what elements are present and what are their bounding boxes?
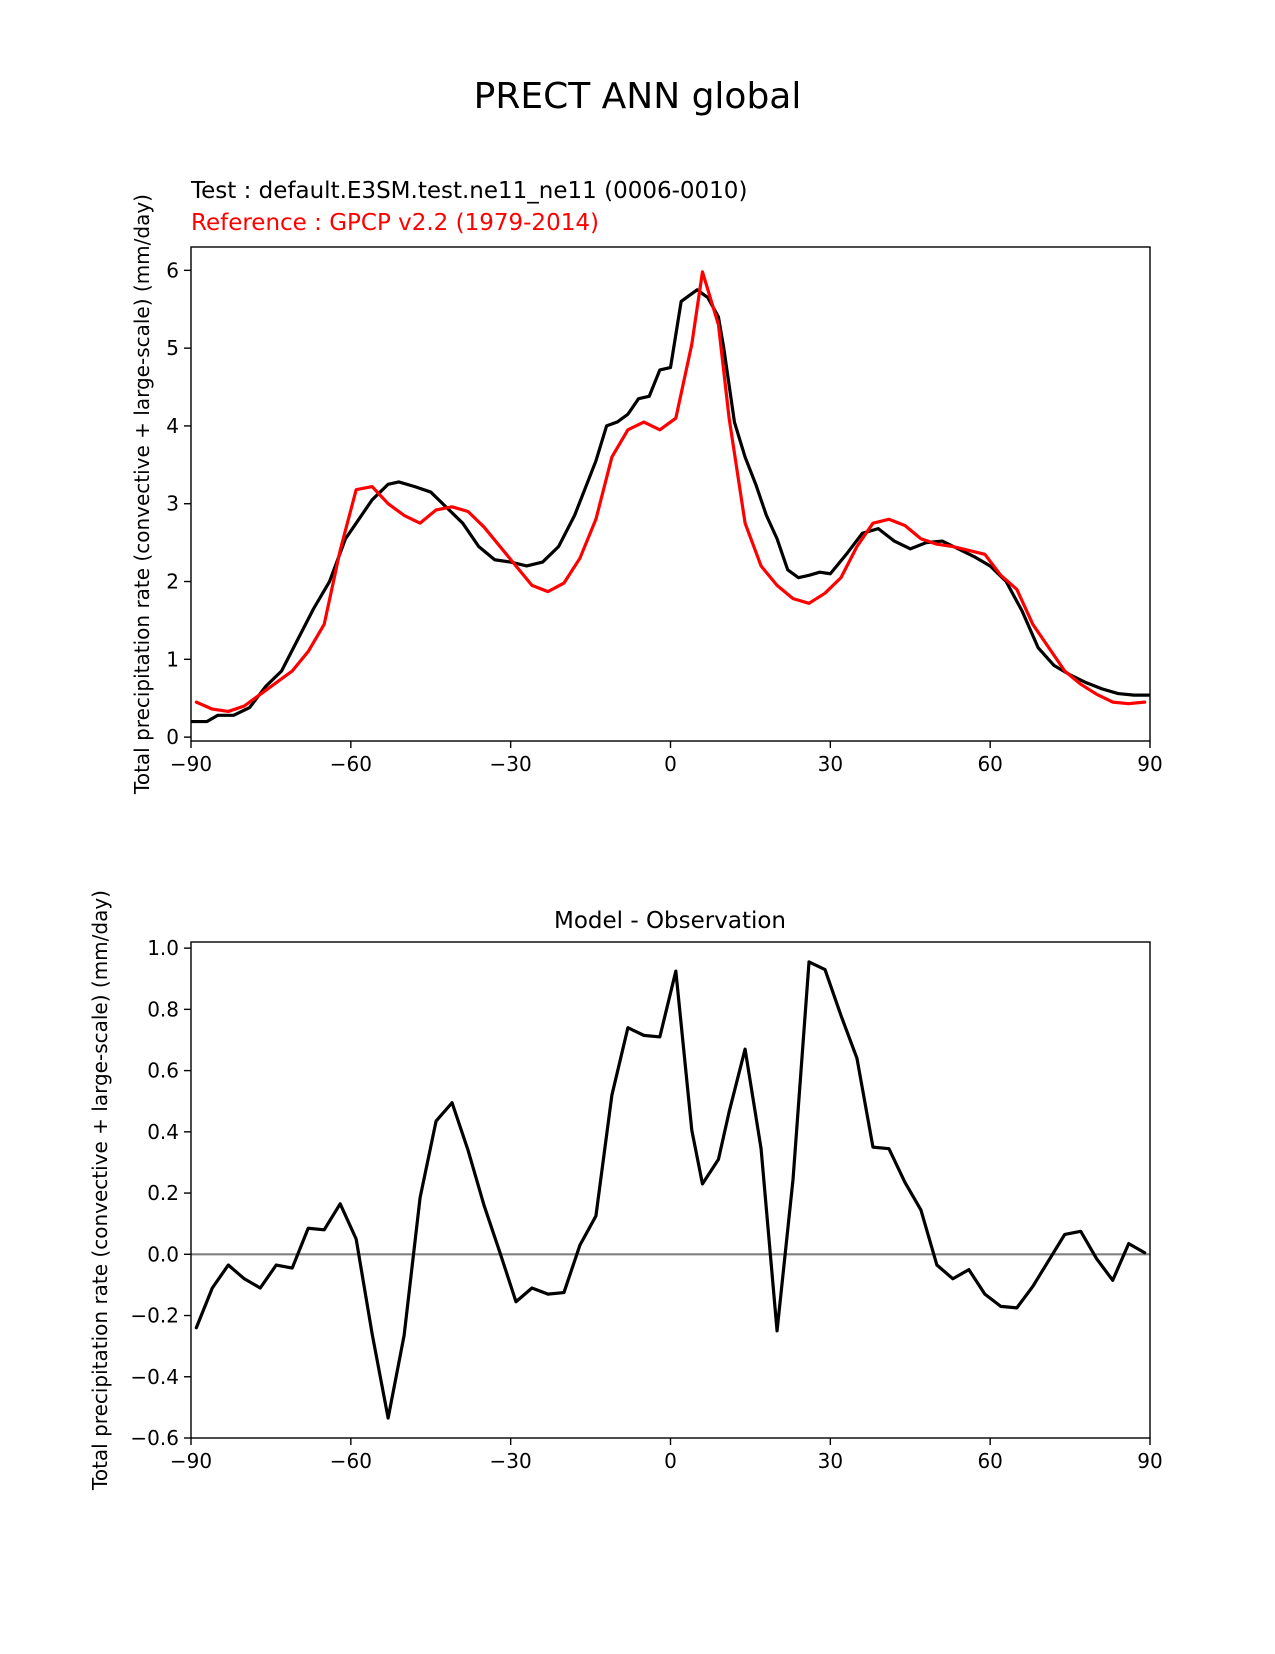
bottom-tick-group: −90 −60 −30 0 30 60 90 −0.6 −0.4 −0.2 0.0 0.2 0.4 0.6… — [130, 936, 1162, 1473]
bottom-y-tick-label: 1.0 — [147, 936, 179, 960]
top-plot-area — [191, 270, 1150, 724]
top-reference-series-line — [194, 270, 1147, 714]
bottom-plot-area — [191, 960, 1150, 1420]
top-x-tick-label: 90 — [1137, 752, 1162, 776]
top-y-axis-label: Total precipitation rate (convective + l… — [130, 194, 154, 795]
top-x-tick-label: −60 — [330, 752, 372, 776]
top-y-tick-label: 2 — [166, 570, 179, 594]
bottom-difference-series-line — [194, 960, 1147, 1420]
bottom-y-tick-label: 0.8 — [147, 997, 179, 1021]
top-y-tick-label: 1 — [166, 647, 179, 671]
bottom-x-tick-label: −60 — [330, 1449, 372, 1473]
top-y-tick-label: 3 — [166, 492, 179, 516]
top-test-series-line — [191, 288, 1150, 724]
top-x-tick-label: 30 — [818, 752, 843, 776]
top-axes-frame — [190, 246, 1151, 742]
test-legend-label: Test : default.E3SM.test.ne11_ne11 (0006… — [190, 178, 747, 204]
bottom-y-tick-label: 0.0 — [147, 1242, 179, 1266]
bottom-y-tick-label: 0.2 — [147, 1181, 179, 1205]
bottom-y-tick-label: −0.4 — [130, 1365, 179, 1389]
bottom-axes-frame — [190, 941, 1151, 1439]
bottom-y-tick-label: −0.2 — [130, 1304, 179, 1328]
figure-title: PRECT ANN global — [474, 76, 802, 117]
bottom-y-tick-label: −0.6 — [130, 1426, 179, 1450]
bottom-chart-title: Model - Observation — [554, 908, 786, 934]
top-y-tick-label: 0 — [166, 725, 179, 749]
bottom-x-tick-label: 0 — [664, 1449, 677, 1473]
top-tick-group: −90 −60 −30 0 30 60 90 0 1 2 3 4 5 6 — [166, 258, 1162, 776]
top-x-tick-label: −30 — [490, 752, 532, 776]
bottom-y-tick-label: 0.6 — [147, 1059, 179, 1083]
reference-legend-label: Reference : GPCP v2.2 (1979-2014) — [191, 210, 599, 236]
bottom-x-tick-label: −30 — [490, 1449, 532, 1473]
top-x-tick-label: 60 — [977, 752, 1002, 776]
top-y-tick-label: 6 — [166, 258, 179, 282]
bottom-x-tick-label: 30 — [818, 1449, 843, 1473]
bottom-chart-panel: Model - Observation −90 −60 −30 0 30 60 90 −0.6… — [88, 890, 1163, 1491]
top-x-tick-label: 0 — [664, 752, 677, 776]
top-x-tick-label: −90 — [170, 752, 212, 776]
top-chart-panel: Test : default.E3SM.test.ne11_ne11 (0006… — [130, 178, 1163, 795]
bottom-x-tick-label: −90 — [170, 1449, 212, 1473]
top-y-tick-label: 5 — [166, 336, 179, 360]
bottom-x-tick-label: 60 — [977, 1449, 1002, 1473]
bottom-x-tick-label: 90 — [1137, 1449, 1162, 1473]
bottom-y-tick-label: 0.4 — [147, 1120, 179, 1144]
top-y-tick-label: 4 — [166, 414, 179, 438]
bottom-y-axis-label: Total precipitation rate (convective + l… — [88, 890, 112, 1491]
